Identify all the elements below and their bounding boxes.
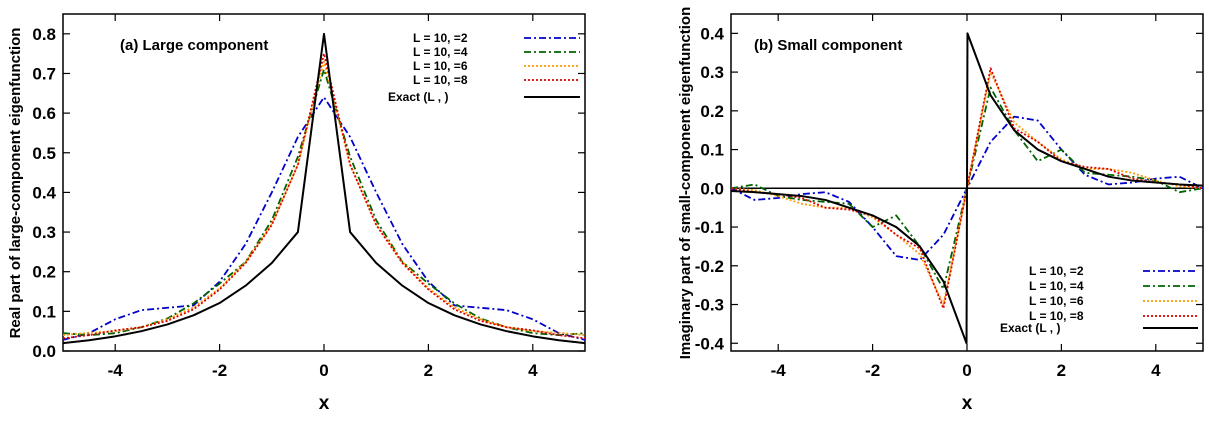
x-tick-label: -2 [865, 361, 880, 380]
y-tick-label: 0.0 [700, 179, 724, 198]
legend-label: L = 10, =6 [413, 59, 468, 73]
y-tick-label: 0.6 [32, 104, 56, 123]
legend-label: L = 10, =6 [1029, 294, 1084, 308]
y-tick-label: 0.7 [32, 64, 56, 83]
y-tick-label: 0.1 [32, 302, 56, 321]
x-tick-label: -4 [771, 361, 787, 380]
x-tick-label: 4 [528, 361, 538, 380]
series-line-2 [731, 71, 1203, 306]
series-line-1 [731, 86, 1203, 290]
legend: L = 10, =2L = 10, =4L = 10, =6L = 10, =8… [388, 31, 580, 104]
legend-label: L = 10, =2 [413, 31, 468, 45]
legend-label: L = 10, =8 [413, 73, 468, 87]
x-tick-label: -4 [108, 361, 124, 380]
y-tick-label: 0.1 [700, 141, 724, 160]
series-line-4 [63, 32, 585, 345]
legend-label: Exact (L , ) [388, 90, 448, 104]
x-tick-label: 0 [962, 361, 971, 380]
y-tick-label: 0.4 [32, 183, 56, 202]
series-line-2 [63, 60, 585, 337]
chart-panel-1: -4 -2 0 2 4 -0.4 -0.3 -0.2 -0.1 0.0 0.1 0.2 0.3 0.4 x I… [677, 7, 1204, 414]
chart-panel-0: -4 -2 0 2 4 0.0 0.1 0.2 0.3 0.4 0.5 0.6 0.7 0.8 x Real … [7, 13, 586, 414]
y-tick-label: -0.4 [695, 334, 725, 353]
y-tick-label: 0.2 [32, 263, 56, 282]
y-tick-label: -0.3 [695, 296, 724, 315]
y-tick-label: 0.8 [32, 25, 56, 44]
x-axis-label: x [962, 393, 973, 414]
y-tick-label: 0.0 [32, 342, 56, 361]
legend-label: L = 10, =8 [1029, 309, 1084, 323]
series-line-3 [63, 52, 585, 340]
y-tick-label: 0.3 [32, 223, 56, 242]
y-tick-label: 0.3 [700, 63, 724, 82]
x-axis-label: x [319, 393, 330, 414]
y-tick-label: -0.2 [695, 257, 724, 276]
panel-title: (a) Large component [120, 37, 268, 54]
legend-label: Exact (L , ) [1000, 321, 1060, 335]
legend-label: L = 10, =2 [1029, 264, 1084, 278]
y-tick-label: -0.1 [695, 218, 724, 237]
y-tick-label: 0.2 [700, 102, 724, 121]
legend-label: L = 10, =4 [1029, 279, 1084, 293]
series-line-0 [63, 96, 585, 341]
legend-label: L = 10, =4 [413, 45, 468, 59]
x-tick-label: -2 [212, 361, 227, 380]
legend: L = 10, =2L = 10, =4L = 10, =6L = 10, =8… [1000, 264, 1198, 335]
x-tick-label: 2 [424, 361, 433, 380]
y-axis-label: Imaginary part of small-component eigenf… [677, 7, 694, 360]
series-line-4 [731, 32, 1203, 345]
x-tick-label: 0 [319, 361, 328, 380]
x-tick-label: 4 [1151, 361, 1161, 380]
x-tick-label: 2 [1057, 361, 1066, 380]
y-tick-label: 0.5 [32, 144, 56, 163]
y-tick-label: 0.4 [700, 24, 724, 43]
series-line-1 [63, 68, 585, 337]
y-axis-label: Real part of large-component eigenfuncti… [7, 28, 24, 339]
panel-title: (b) Small component [754, 37, 902, 54]
